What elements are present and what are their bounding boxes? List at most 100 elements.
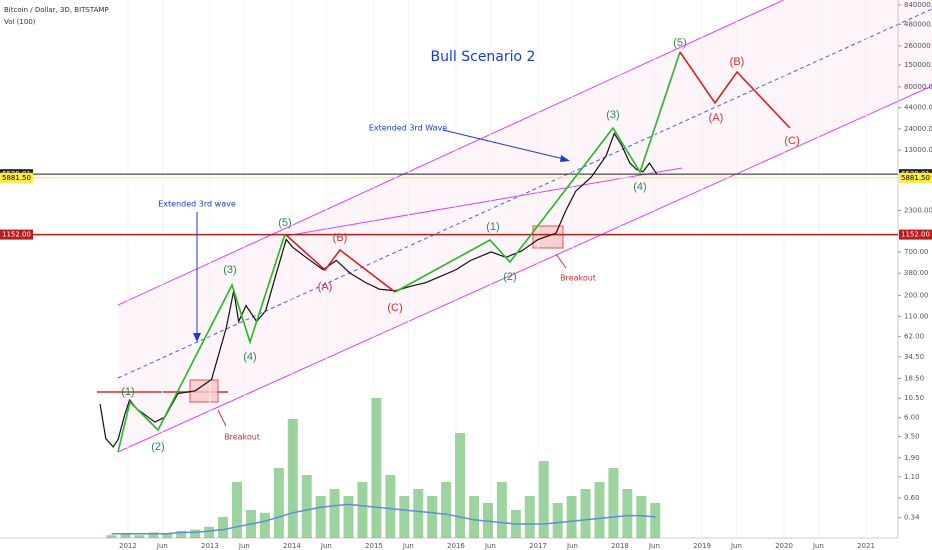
- y-tick-label: 0.60: [904, 494, 920, 502]
- volume-bar: [385, 475, 396, 538]
- volume-bar: [148, 532, 159, 538]
- arrow: [217, 409, 227, 427]
- volume-bar: [552, 503, 563, 538]
- y-tick-label: 44000.00: [904, 104, 932, 112]
- y-tick-label: 3.50: [904, 433, 920, 441]
- y-tick-label: 13000.00: [904, 146, 932, 154]
- y-tick-label: 0.34: [904, 514, 920, 522]
- x-tick-label: 2021: [857, 542, 875, 550]
- volume-bar: [329, 489, 340, 538]
- volume-bar: [357, 482, 368, 538]
- volume-bar: [232, 482, 243, 538]
- x-tick-label: Jun: [648, 542, 660, 550]
- price-label: 5881.50: [2, 174, 31, 182]
- breakout-box: [189, 379, 219, 403]
- y-tick-label: 2300.00: [904, 207, 932, 215]
- volume-bar: [566, 496, 577, 538]
- price-label-box: [0, 229, 33, 240]
- wave-label: (3): [606, 109, 619, 121]
- wave-label: (5): [278, 217, 291, 229]
- volume-bar: [441, 482, 452, 538]
- x-tick-label: Jun: [566, 542, 578, 550]
- annotation: Breakout: [224, 433, 260, 442]
- wave-label: (3): [223, 264, 236, 276]
- x-tick-label: Jun: [156, 542, 168, 550]
- wave-label: (C): [784, 135, 799, 147]
- scenario-title: Bull Scenario 2: [431, 49, 536, 65]
- x-tick-label: Jun: [812, 542, 824, 550]
- price-label: 1152.00: [901, 231, 930, 239]
- y-tick-label: 840000.00: [904, 1, 932, 9]
- volume-bar: [524, 496, 535, 538]
- volume-label: Vol (100): [4, 18, 36, 26]
- wave-line: [117, 233, 286, 453]
- y-tick-label: 1.10: [904, 473, 920, 481]
- annotation: Extended 3rd wave: [158, 200, 236, 209]
- volume-bar: [190, 529, 201, 538]
- wave-label: (B): [333, 232, 348, 244]
- x-tick-label: 2015: [365, 542, 383, 550]
- volume-bar: [176, 531, 187, 538]
- volume-bar: [399, 496, 410, 538]
- x-tick-label: Jun: [402, 542, 414, 550]
- wave-label: (2): [503, 271, 516, 283]
- volume-bar: [622, 489, 633, 538]
- y-tick-label: 10.50: [904, 394, 924, 402]
- volume-bar: [594, 482, 605, 538]
- volume-bar: [162, 533, 173, 538]
- y-tick-label: 110.00: [904, 312, 929, 320]
- price-label: 5881.50: [901, 174, 930, 182]
- volume-bar: [343, 496, 354, 538]
- volume-bar: [538, 461, 549, 538]
- y-tick-label: 34.50: [904, 353, 924, 361]
- volume-bar: [413, 489, 424, 538]
- wave-label: (5): [673, 37, 686, 49]
- volume-bar: [427, 496, 438, 538]
- arrow-head: [560, 155, 570, 162]
- wave-label: (B): [730, 56, 745, 68]
- y-tick-label: 700.00: [904, 248, 929, 256]
- volume-bar: [580, 489, 591, 538]
- volume-bar: [204, 526, 215, 538]
- price-label-box: [899, 229, 932, 240]
- chart-title: Bitcoin / Dollar, 3D, BITSTAMP: [4, 6, 109, 14]
- x-tick-label: 2012: [119, 542, 137, 550]
- price-label-box: [899, 172, 932, 183]
- x-tick-label: 2019: [693, 542, 711, 550]
- volume-bar: [371, 398, 382, 538]
- y-tick-label: 24000.00: [904, 125, 932, 133]
- y-tick-label: 380.00: [904, 269, 929, 277]
- wave-label: (1): [486, 221, 499, 233]
- x-tick-label: 2017: [529, 542, 547, 550]
- y-tick-label: 18.50: [904, 375, 924, 383]
- trend-line: [284, 167, 683, 237]
- volume-bar: [301, 475, 312, 538]
- wave-label: (C): [387, 302, 402, 314]
- overlay: [97, 0, 932, 453]
- waves: [117, 51, 791, 453]
- wave-line: [284, 233, 396, 293]
- arrow: [442, 129, 569, 161]
- volume-bar: [469, 496, 480, 538]
- x-tick-label: Jun: [238, 542, 250, 550]
- wave-line: [394, 51, 681, 293]
- breakout-box: [532, 225, 564, 249]
- price-label-box: [0, 172, 33, 183]
- volume-bar: [106, 535, 117, 538]
- wave-label: (4): [633, 181, 646, 193]
- volume-bar: [315, 496, 326, 538]
- volume-bar: [218, 517, 229, 538]
- x-tick-label: Jun: [320, 542, 332, 550]
- volume-bar: [273, 468, 284, 538]
- volume-bar: [636, 496, 647, 538]
- y-tick-label: 80000.00: [904, 83, 932, 91]
- volume-bar: [120, 533, 131, 538]
- annotation: Extended 3rd Wave: [369, 124, 447, 133]
- volume-bar: [287, 419, 298, 538]
- wave-label: (4): [243, 351, 256, 363]
- x-tick-label: 2020: [775, 542, 793, 550]
- x-tick-label: 2016: [447, 542, 465, 550]
- wave-line: [679, 51, 791, 129]
